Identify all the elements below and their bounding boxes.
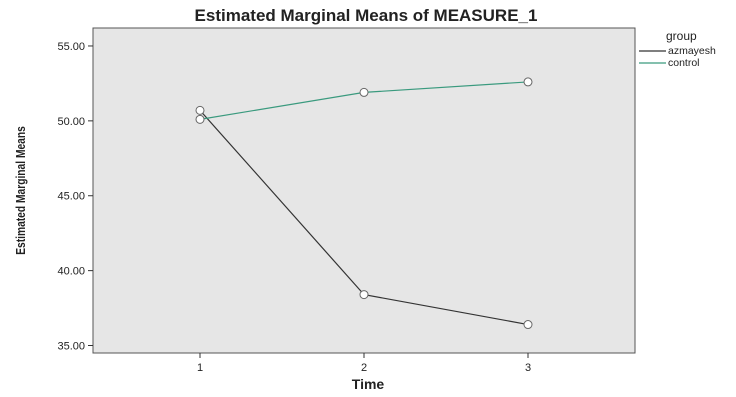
y-tick-label: 55.00	[57, 41, 85, 53]
x-tick-label: 2	[361, 362, 367, 374]
y-axis: 35.00 40.00 45.00 50.00 55.00	[57, 41, 93, 353]
data-point-azmayesh	[195, 105, 205, 115]
y-tick-label: 40.00	[57, 266, 85, 278]
series-layer	[195, 77, 533, 330]
x-axis-label: Time	[352, 376, 385, 392]
legend-title: group	[666, 29, 697, 43]
y-tick-label: 45.00	[57, 191, 85, 203]
chart-title: Estimated Marginal Means of MEASURE_1	[195, 6, 538, 25]
y-tick-label: 35.00	[57, 341, 85, 353]
x-tick-label: 1	[197, 362, 203, 374]
data-point-control	[523, 77, 533, 87]
data-point-control	[359, 87, 369, 97]
legend-label-control: control	[668, 57, 700, 69]
y-axis-label: Estimated Marginal Means	[15, 126, 28, 255]
x-axis: 1 2 3	[197, 353, 531, 374]
data-point-azmayesh	[523, 320, 533, 330]
legend-label-azmayesh: azmayesh	[668, 45, 716, 57]
data-point-control	[195, 114, 205, 124]
plot-background	[92, 27, 636, 354]
y-tick-label: 50.00	[57, 116, 85, 128]
x-tick-label: 3	[525, 362, 531, 374]
data-point-azmayesh	[359, 290, 369, 300]
